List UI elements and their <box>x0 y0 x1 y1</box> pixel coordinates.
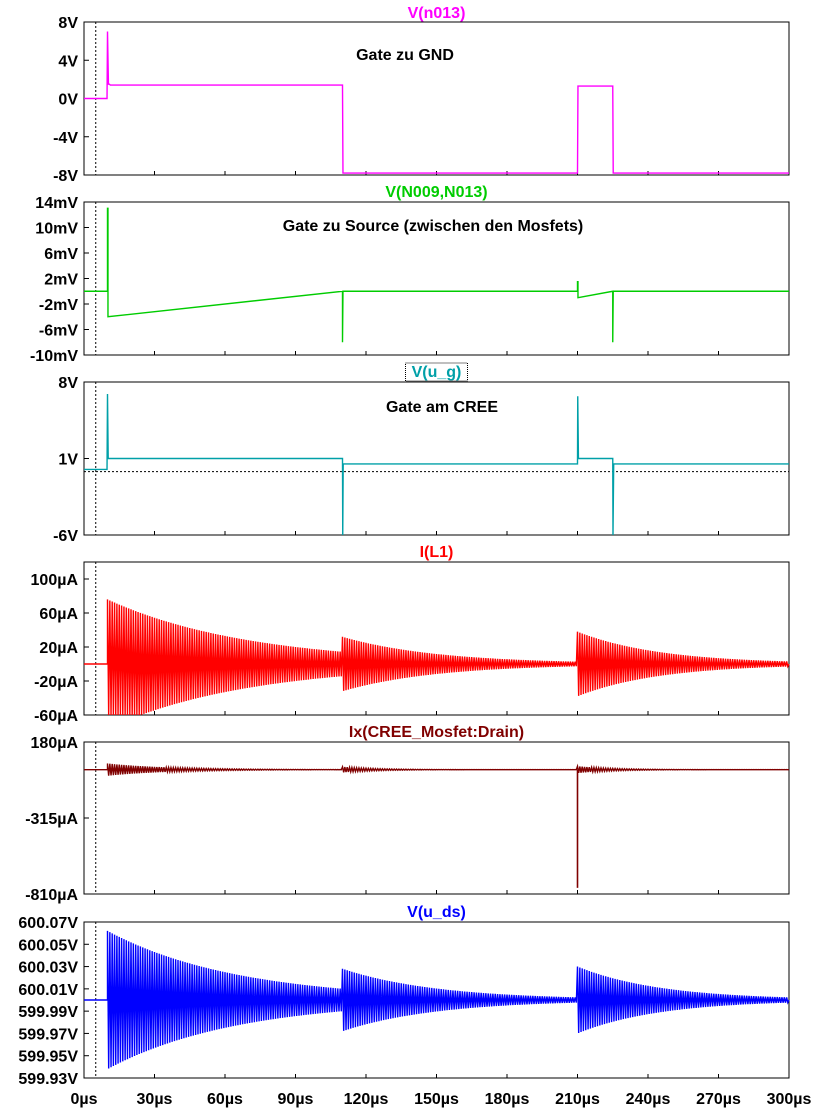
x-tick-label: 210µs <box>555 1091 600 1108</box>
y-tick-label: -6V <box>53 528 78 545</box>
pane-title: V(u_ds) <box>407 904 466 921</box>
pane-2: V(N009,N013) Gate zu Source (zwischen den… <box>30 184 790 365</box>
pane-3: V(u_g) Gate am CREE 8V 1V -6V <box>53 362 790 545</box>
y-tick-label: -8V <box>53 168 78 185</box>
y-tick-label: 20µA <box>39 640 78 657</box>
y-tick-label: 0V <box>58 92 78 109</box>
pane-title: Ix(CREE_Mosfet:Drain) <box>349 724 524 741</box>
y-tick-label: 180µA <box>31 735 79 752</box>
x-tick-label: 150µs <box>414 1091 459 1108</box>
y-tick-label: 599.99V <box>18 1004 78 1021</box>
y-tick-label: 14mV <box>35 195 78 212</box>
trace-red <box>84 599 790 716</box>
y-tick-label: -4V <box>53 130 78 147</box>
y-tick-label: -2mV <box>39 297 78 314</box>
y-tick-label: 600.07V <box>18 915 78 932</box>
x-tick-label: 180µs <box>485 1091 530 1108</box>
pane-annotation: Gate zu Source (zwischen den Mosfets) <box>283 218 584 235</box>
pane-title: V(N009,N013) <box>385 184 487 201</box>
y-tick-label: -20µA <box>34 674 78 691</box>
pane-annotation: Gate zu GND <box>356 47 454 64</box>
x-tick-label: 90µs <box>278 1091 314 1108</box>
x-tick-label: 120µs <box>344 1091 389 1108</box>
y-tick-label: 600.01V <box>18 982 78 999</box>
y-tick-label: 100µA <box>31 572 79 589</box>
y-tick-label: -60µA <box>34 708 78 725</box>
y-tick-label: 6mV <box>44 246 78 263</box>
x-tick-label: 0µs <box>70 1091 97 1108</box>
x-tick-label: 300µs <box>767 1091 812 1108</box>
pane-6: V(u_ds) 600.07V 600.05V 600.03V 600.01V 599.9… <box>18 904 790 1088</box>
y-tick-label: 2mV <box>44 272 78 289</box>
y-tick-label: 8V <box>58 15 78 32</box>
y-tick-label: -315µA <box>25 811 78 828</box>
y-tick-label: 599.95V <box>18 1049 78 1066</box>
pane-frame <box>83 741 790 895</box>
y-tick-label: -810µA <box>25 887 78 904</box>
trace-darkred <box>84 763 790 776</box>
x-tick-label: 30µs <box>137 1091 173 1108</box>
y-tick-label: -6mV <box>39 323 78 340</box>
y-tick-label: 599.93V <box>18 1071 78 1088</box>
y-tick-label: 60µA <box>39 606 78 623</box>
y-tick-label: 600.03V <box>18 960 78 977</box>
y-tick-label: -10mV <box>30 348 78 365</box>
x-tick-label: 60µs <box>207 1091 243 1108</box>
pane-title: V(u_g) <box>412 364 462 381</box>
trace-magenta <box>84 31 789 174</box>
y-tick-label: 10mV <box>35 221 78 238</box>
trace-blue <box>84 930 790 1069</box>
y-tick-label: 599.97V <box>18 1026 78 1043</box>
pane-4: I(L1) 100µA 60µA 20µA -20µA -60µA <box>31 544 790 725</box>
x-tick-label: 270µs <box>696 1091 741 1108</box>
pane-5: Ix(CREE_Mosfet:Drain) 180µA -315µA -810µA <box>25 724 790 904</box>
pane-1: V(n013) Gate zu GND 8V 4V 0V -4V -8V <box>53 5 790 185</box>
pane-title: V(n013) <box>408 5 466 22</box>
pane-annotation: Gate am CREE <box>386 399 498 416</box>
y-tick-label: 600.05V <box>18 937 78 954</box>
trace-cyan <box>84 394 789 536</box>
title-box <box>405 362 468 382</box>
y-tick-label: 1V <box>58 452 78 469</box>
pane-title: I(L1) <box>420 544 454 561</box>
trace-green <box>84 207 789 343</box>
y-tick-label: 4V <box>58 53 78 70</box>
pane-frame <box>83 21 790 176</box>
y-tick-label: 8V <box>58 375 78 392</box>
x-tick-label: 240µs <box>626 1091 671 1108</box>
